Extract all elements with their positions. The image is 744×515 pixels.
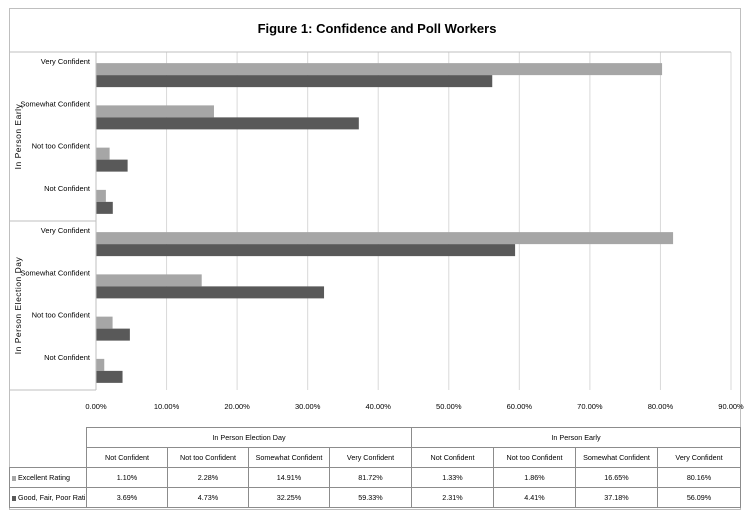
- bar-good-fair-poor: [96, 370, 123, 383]
- table-category-header: Somewhat Confident: [248, 447, 330, 468]
- category-label: Somewhat Confident: [20, 268, 91, 277]
- x-tick-label: 0.00%: [85, 402, 107, 411]
- group-label: In Person Early: [13, 103, 23, 169]
- category-label: Very Confident: [41, 57, 91, 66]
- table-category-header: Not Confident: [411, 447, 494, 468]
- x-tick-label: 50.00%: [436, 402, 462, 411]
- x-tick-label: 30.00%: [295, 402, 321, 411]
- data-label: 1.86%: [493, 467, 576, 488]
- data-label: 1.10%: [86, 467, 168, 488]
- data-label: 37.18%: [575, 487, 658, 508]
- bar-excellent: [96, 63, 663, 76]
- group-label: In Person Election Day: [13, 257, 23, 355]
- bar-good-fair-poor: [96, 75, 493, 88]
- bar-excellent: [96, 147, 110, 160]
- x-tick-label: 10.00%: [154, 402, 180, 411]
- x-tick-label: 60.00%: [507, 402, 533, 411]
- legend-swatch: [12, 495, 16, 501]
- bar-good-fair-poor: [96, 286, 325, 299]
- bar-good-fair-poor: [96, 159, 128, 172]
- data-label: 80.16%: [656, 467, 742, 488]
- bar-excellent: [96, 316, 113, 329]
- bar-good-fair-poor: [96, 244, 516, 257]
- table-category-header: Not too Confident: [167, 447, 249, 468]
- data-label: 56.09%: [656, 487, 742, 508]
- data-label: 1.33%: [411, 467, 494, 488]
- legend-label: Good, Fair, Poor Rating: [18, 493, 87, 502]
- legend-label: Excellent Rating: [18, 473, 70, 482]
- table-corner: [10, 428, 87, 448]
- table-category-header: Very Confident: [329, 447, 412, 468]
- category-label: Somewhat Confident: [20, 99, 91, 108]
- table-group-header: In Person Election Day: [86, 427, 412, 448]
- data-label: 2.31%: [411, 487, 494, 508]
- data-label: 4.41%: [493, 487, 576, 508]
- category-label: Not too Confident: [32, 142, 91, 151]
- data-label: 32.25%: [248, 487, 330, 508]
- table-category-header: Not Confident: [86, 447, 168, 468]
- chart-frame: [9, 8, 741, 510]
- data-label: 81.72%: [329, 467, 412, 488]
- category-label: Not Confident: [44, 353, 91, 362]
- bar-good-fair-poor: [96, 201, 113, 214]
- bar-excellent: [96, 189, 106, 202]
- bar-good-fair-poor: [96, 117, 359, 130]
- table-category-header: Somewhat Confident: [575, 447, 658, 468]
- data-label: 2.28%: [167, 467, 249, 488]
- chart-title: Figure 1: Confidence and Poll Workers: [258, 21, 497, 36]
- category-label: Not Confident: [44, 184, 91, 193]
- bar-good-fair-poor: [96, 328, 130, 341]
- bar-excellent: [96, 358, 105, 371]
- data-table: In Person Election Day In Person Early Not…: [9, 427, 742, 508]
- data-label: 4.73%: [167, 487, 249, 508]
- data-label: 14.91%: [248, 467, 330, 488]
- data-label: 16.65%: [575, 467, 658, 488]
- x-tick-label: 80.00%: [648, 402, 674, 411]
- category-label: Not too Confident: [32, 311, 91, 320]
- table-corner: [10, 448, 87, 468]
- legend-entry: Excellent Rating: [9, 467, 87, 488]
- table-group-header: In Person Early: [410, 427, 742, 448]
- bar-excellent: [96, 274, 202, 287]
- data-label: 59.33%: [329, 487, 412, 508]
- table-category-header: Not too Confident: [493, 447, 576, 468]
- x-tick-label: 90.00%: [718, 402, 744, 411]
- x-tick-label: 70.00%: [577, 402, 603, 411]
- data-label: 3.69%: [86, 487, 168, 508]
- category-label: Very Confident: [41, 226, 91, 235]
- bar-excellent: [96, 105, 214, 118]
- x-tick-label: 20.00%: [224, 402, 250, 411]
- bar-excellent: [96, 232, 674, 245]
- legend-entry: Good, Fair, Poor Rating: [9, 487, 87, 508]
- table-category-header: Very Confident: [656, 447, 742, 468]
- x-tick-label: 40.00%: [366, 402, 392, 411]
- legend-swatch: [12, 475, 16, 481]
